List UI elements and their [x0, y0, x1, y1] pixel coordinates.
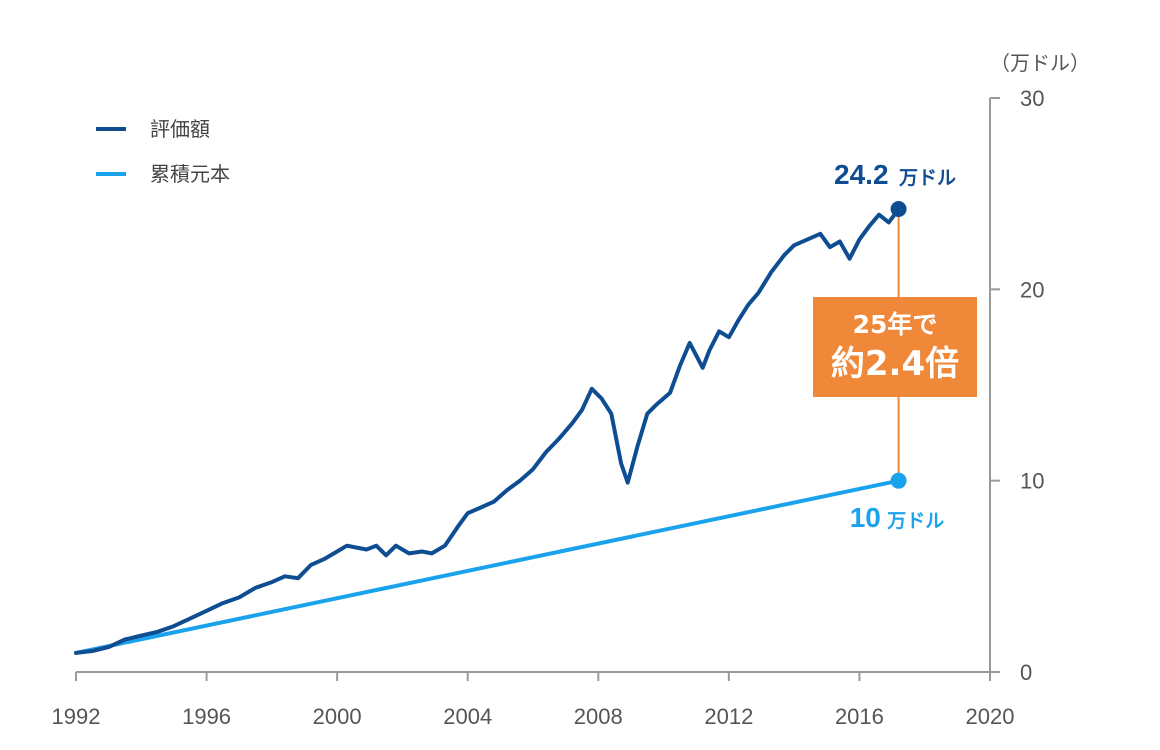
principal-end-unit: 万ドル — [886, 510, 944, 532]
x-tick-label: 1992 — [52, 704, 101, 729]
y-axis-ticks: 0 10 20 30 — [990, 86, 1044, 685]
valuation-end-unit: 万ドル — [898, 167, 956, 189]
callout-line-1: 25年で — [852, 310, 938, 339]
y-tick-label: 0 — [1020, 660, 1032, 685]
x-tick-label: 2008 — [574, 704, 623, 729]
legend-label-valuation: 評価額 — [150, 117, 210, 141]
x-axis-ticks: 1992 1996 2000 2004 2008 2012 2016 2020 — [52, 672, 1015, 729]
principal-end-marker — [890, 472, 907, 489]
x-tick-label: 2000 — [313, 704, 362, 729]
legend: 評価額 累積元本 — [96, 117, 230, 186]
callout-line-2: 約2.4倍 — [830, 344, 960, 384]
y-axis-unit: （万ドル） — [990, 51, 1090, 75]
series-line-principal — [74, 478, 901, 655]
valuation-end-label: 24.2 万ドル — [834, 159, 956, 190]
x-tick-label: 2012 — [704, 704, 753, 729]
x-tick-label: 2016 — [835, 704, 884, 729]
y-tick-label: 30 — [1020, 86, 1044, 111]
x-tick-label: 2004 — [443, 704, 492, 729]
valuation-end-number: 24.2 — [834, 159, 889, 190]
x-tick-label: 2020 — [966, 704, 1015, 729]
legend-label-principal: 累積元本 — [150, 162, 230, 186]
x-tick-label: 1996 — [182, 704, 231, 729]
principal-end-number: 10 — [850, 502, 881, 533]
growth-callout: 25年で 約2.4倍 — [813, 297, 977, 397]
y-tick-label: 10 — [1020, 469, 1044, 494]
principal-end-label: 10 万ドル — [850, 502, 945, 533]
y-tick-label: 20 — [1020, 277, 1044, 302]
series-line-valuation — [74, 207, 901, 655]
valuation-end-marker — [890, 200, 907, 217]
